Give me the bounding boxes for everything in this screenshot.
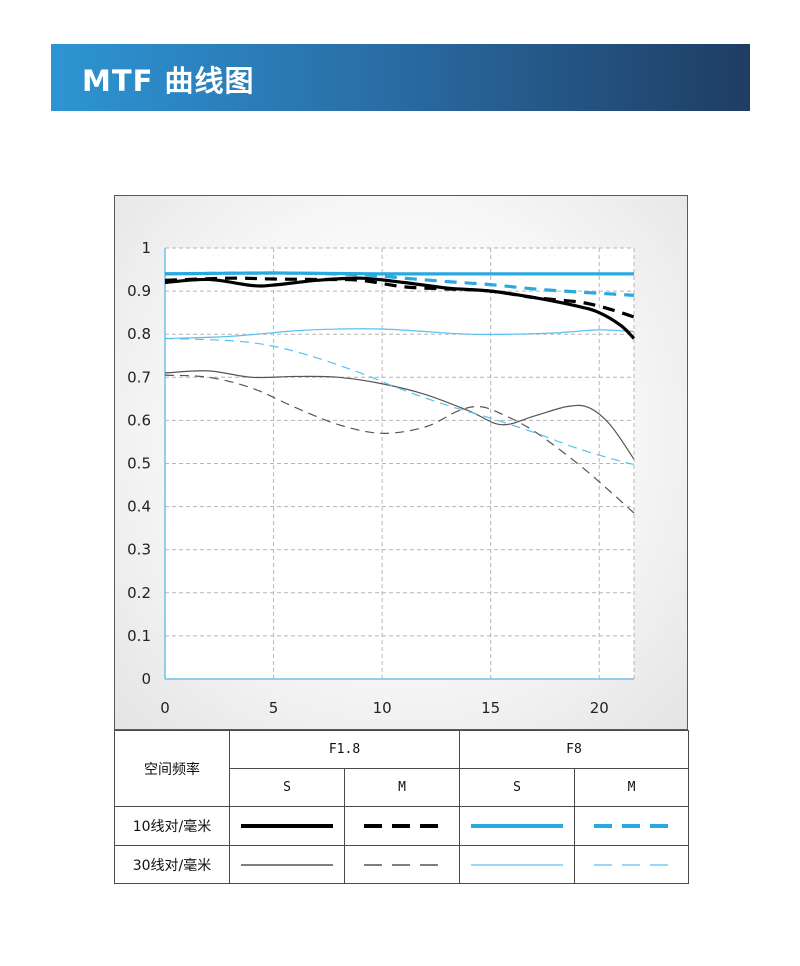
legend-col-sagittal-f8: S bbox=[459, 768, 575, 807]
y-tick-label: 0.8 bbox=[127, 325, 151, 343]
y-tick-label: 0.1 bbox=[127, 627, 151, 645]
legend-row-label-10lp: 10线对/毫米 bbox=[114, 806, 230, 846]
legend-sample-f8-s-30 bbox=[471, 863, 563, 866]
legend-sample-f8-m-30 bbox=[593, 863, 670, 866]
legend-cell bbox=[459, 806, 575, 846]
legend-col-sagittal-f1-8: S bbox=[229, 768, 345, 807]
page-title: MTF 曲线图 bbox=[82, 64, 255, 98]
grid bbox=[165, 247, 635, 679]
legend-cell bbox=[229, 806, 345, 846]
legend-cell bbox=[574, 845, 689, 884]
y-tick-label: 0.4 bbox=[127, 498, 151, 516]
legend-sample-f1-8-s-10 bbox=[241, 824, 333, 828]
legend-sample-f8-m-10 bbox=[593, 824, 670, 828]
legend-col-meridional-f8: M bbox=[574, 768, 689, 807]
y-tick-label: 0 bbox=[141, 670, 151, 688]
x-tick-label: 20 bbox=[590, 699, 609, 717]
legend-sample-f1-8-s-30 bbox=[241, 863, 333, 866]
legend-cell bbox=[344, 806, 460, 846]
legend-aperture-f1-8: F1.8 bbox=[229, 730, 460, 769]
legend-table: 空间频率 F1.8 F8 S M S M 10线对/毫米 30线对/毫米 bbox=[114, 730, 689, 884]
header-banner: MTF 曲线图 bbox=[51, 44, 750, 111]
series-line-f1-8-m-10 bbox=[164, 276, 635, 319]
legend-cell bbox=[229, 845, 345, 884]
y-tick-label: 0.7 bbox=[127, 368, 151, 386]
legend-col-meridional-f1-8: M bbox=[344, 768, 460, 807]
legend-cell bbox=[344, 845, 460, 884]
tick-labels: 00.10.20.30.40.50.60.70.80.910 5 10 15 20 bbox=[127, 239, 609, 717]
legend-sample-f1-8-m-30 bbox=[364, 863, 440, 866]
x-tick-label: 0 bbox=[160, 699, 170, 717]
series-line-f8-s-30 bbox=[164, 328, 635, 340]
y-tick-label: 0.2 bbox=[127, 584, 151, 602]
mtf-chart-svg: 00.10.20.30.40.50.60.70.80.910 5 10 15 20 bbox=[127, 239, 636, 717]
y-tick-label: 1 bbox=[141, 239, 151, 257]
legend-sample-f8-s-10 bbox=[471, 824, 563, 828]
x-tick-label: 15 bbox=[481, 699, 500, 717]
legend-cell bbox=[574, 806, 689, 846]
series-lines bbox=[164, 271, 636, 514]
series-line-f8-m-10 bbox=[164, 271, 635, 298]
legend-sample-f1-8-m-10 bbox=[364, 824, 440, 828]
axes bbox=[164, 248, 634, 680]
mtf-chart: 0 0.1 0.2 0.3 0.4 0.5 0.6 0.7 0.8 0.9 1 0 5 10 15 20 bbox=[114, 195, 688, 730]
x-tick-label: 5 bbox=[269, 699, 279, 717]
series-line-f1-8-m-30 bbox=[164, 374, 635, 514]
legend-corner-label: 空间频率 bbox=[114, 730, 230, 807]
x-tick-label: 10 bbox=[373, 699, 392, 717]
series-line-f1-8-s-10 bbox=[164, 276, 636, 340]
y-tick-label: 0.6 bbox=[127, 411, 151, 429]
series-line-f1-8-s-30 bbox=[164, 370, 635, 460]
y-tick-label: 0.3 bbox=[127, 541, 151, 559]
legend-row-label-30lp: 30线对/毫米 bbox=[114, 845, 230, 884]
legend-aperture-f8: F8 bbox=[459, 730, 689, 769]
y-tick-label: 0.5 bbox=[127, 455, 151, 473]
y-tick-label: 0.9 bbox=[127, 282, 151, 300]
legend-cell bbox=[459, 845, 575, 884]
